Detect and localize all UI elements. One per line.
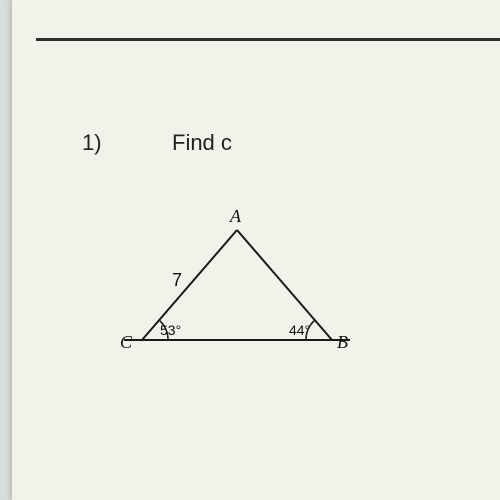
side-AB	[237, 230, 332, 340]
worksheet-paper: 1) Find c A B C 7 53° 44°	[12, 0, 500, 500]
vertex-label-A: A	[230, 206, 241, 227]
question-number: 1)	[82, 130, 102, 156]
vertex-label-B: B	[337, 332, 348, 353]
side-CA	[142, 230, 237, 340]
horizontal-rule	[36, 38, 500, 41]
side-label-b: 7	[172, 270, 182, 291]
question-prompt: Find c	[172, 130, 232, 156]
triangle-figure: A B C 7 53° 44°	[102, 210, 362, 380]
vertex-label-C: C	[120, 332, 132, 353]
angle-label-C: 53°	[160, 322, 181, 338]
triangle-svg	[102, 210, 362, 380]
angle-label-B: 44°	[289, 322, 310, 338]
